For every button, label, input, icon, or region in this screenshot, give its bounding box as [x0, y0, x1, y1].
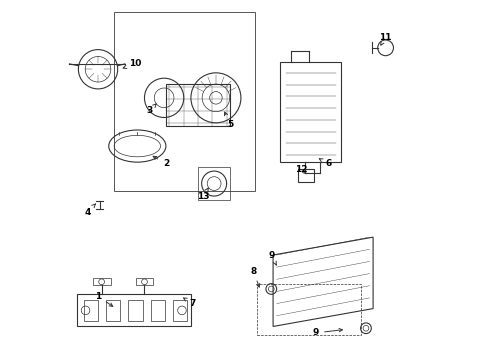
Bar	[257, 284, 360, 336]
Text: 13: 13	[197, 188, 209, 201]
Text: 11: 11	[379, 33, 391, 45]
Bar	[150, 300, 164, 321]
Bar	[106, 300, 120, 321]
Text: 2: 2	[153, 156, 169, 168]
Text: 12: 12	[295, 165, 307, 174]
Bar	[128, 300, 142, 321]
Text: 3: 3	[146, 104, 156, 115]
Bar	[93, 278, 110, 285]
Bar	[165, 84, 230, 126]
Bar	[298, 169, 313, 182]
Text: 8: 8	[250, 267, 259, 287]
Text: 4: 4	[84, 204, 95, 217]
Text: 9: 9	[312, 328, 342, 337]
Bar	[83, 300, 98, 321]
Text: 1: 1	[95, 292, 113, 306]
Text: 10: 10	[123, 59, 142, 68]
Text: 6: 6	[319, 159, 331, 168]
Text: 7: 7	[183, 298, 196, 308]
Bar	[77, 294, 190, 327]
Bar	[280, 62, 340, 162]
Bar	[173, 300, 187, 321]
Text: 5: 5	[224, 112, 233, 129]
Bar	[135, 278, 153, 285]
Text: 9: 9	[267, 251, 276, 265]
Bar	[198, 167, 230, 200]
